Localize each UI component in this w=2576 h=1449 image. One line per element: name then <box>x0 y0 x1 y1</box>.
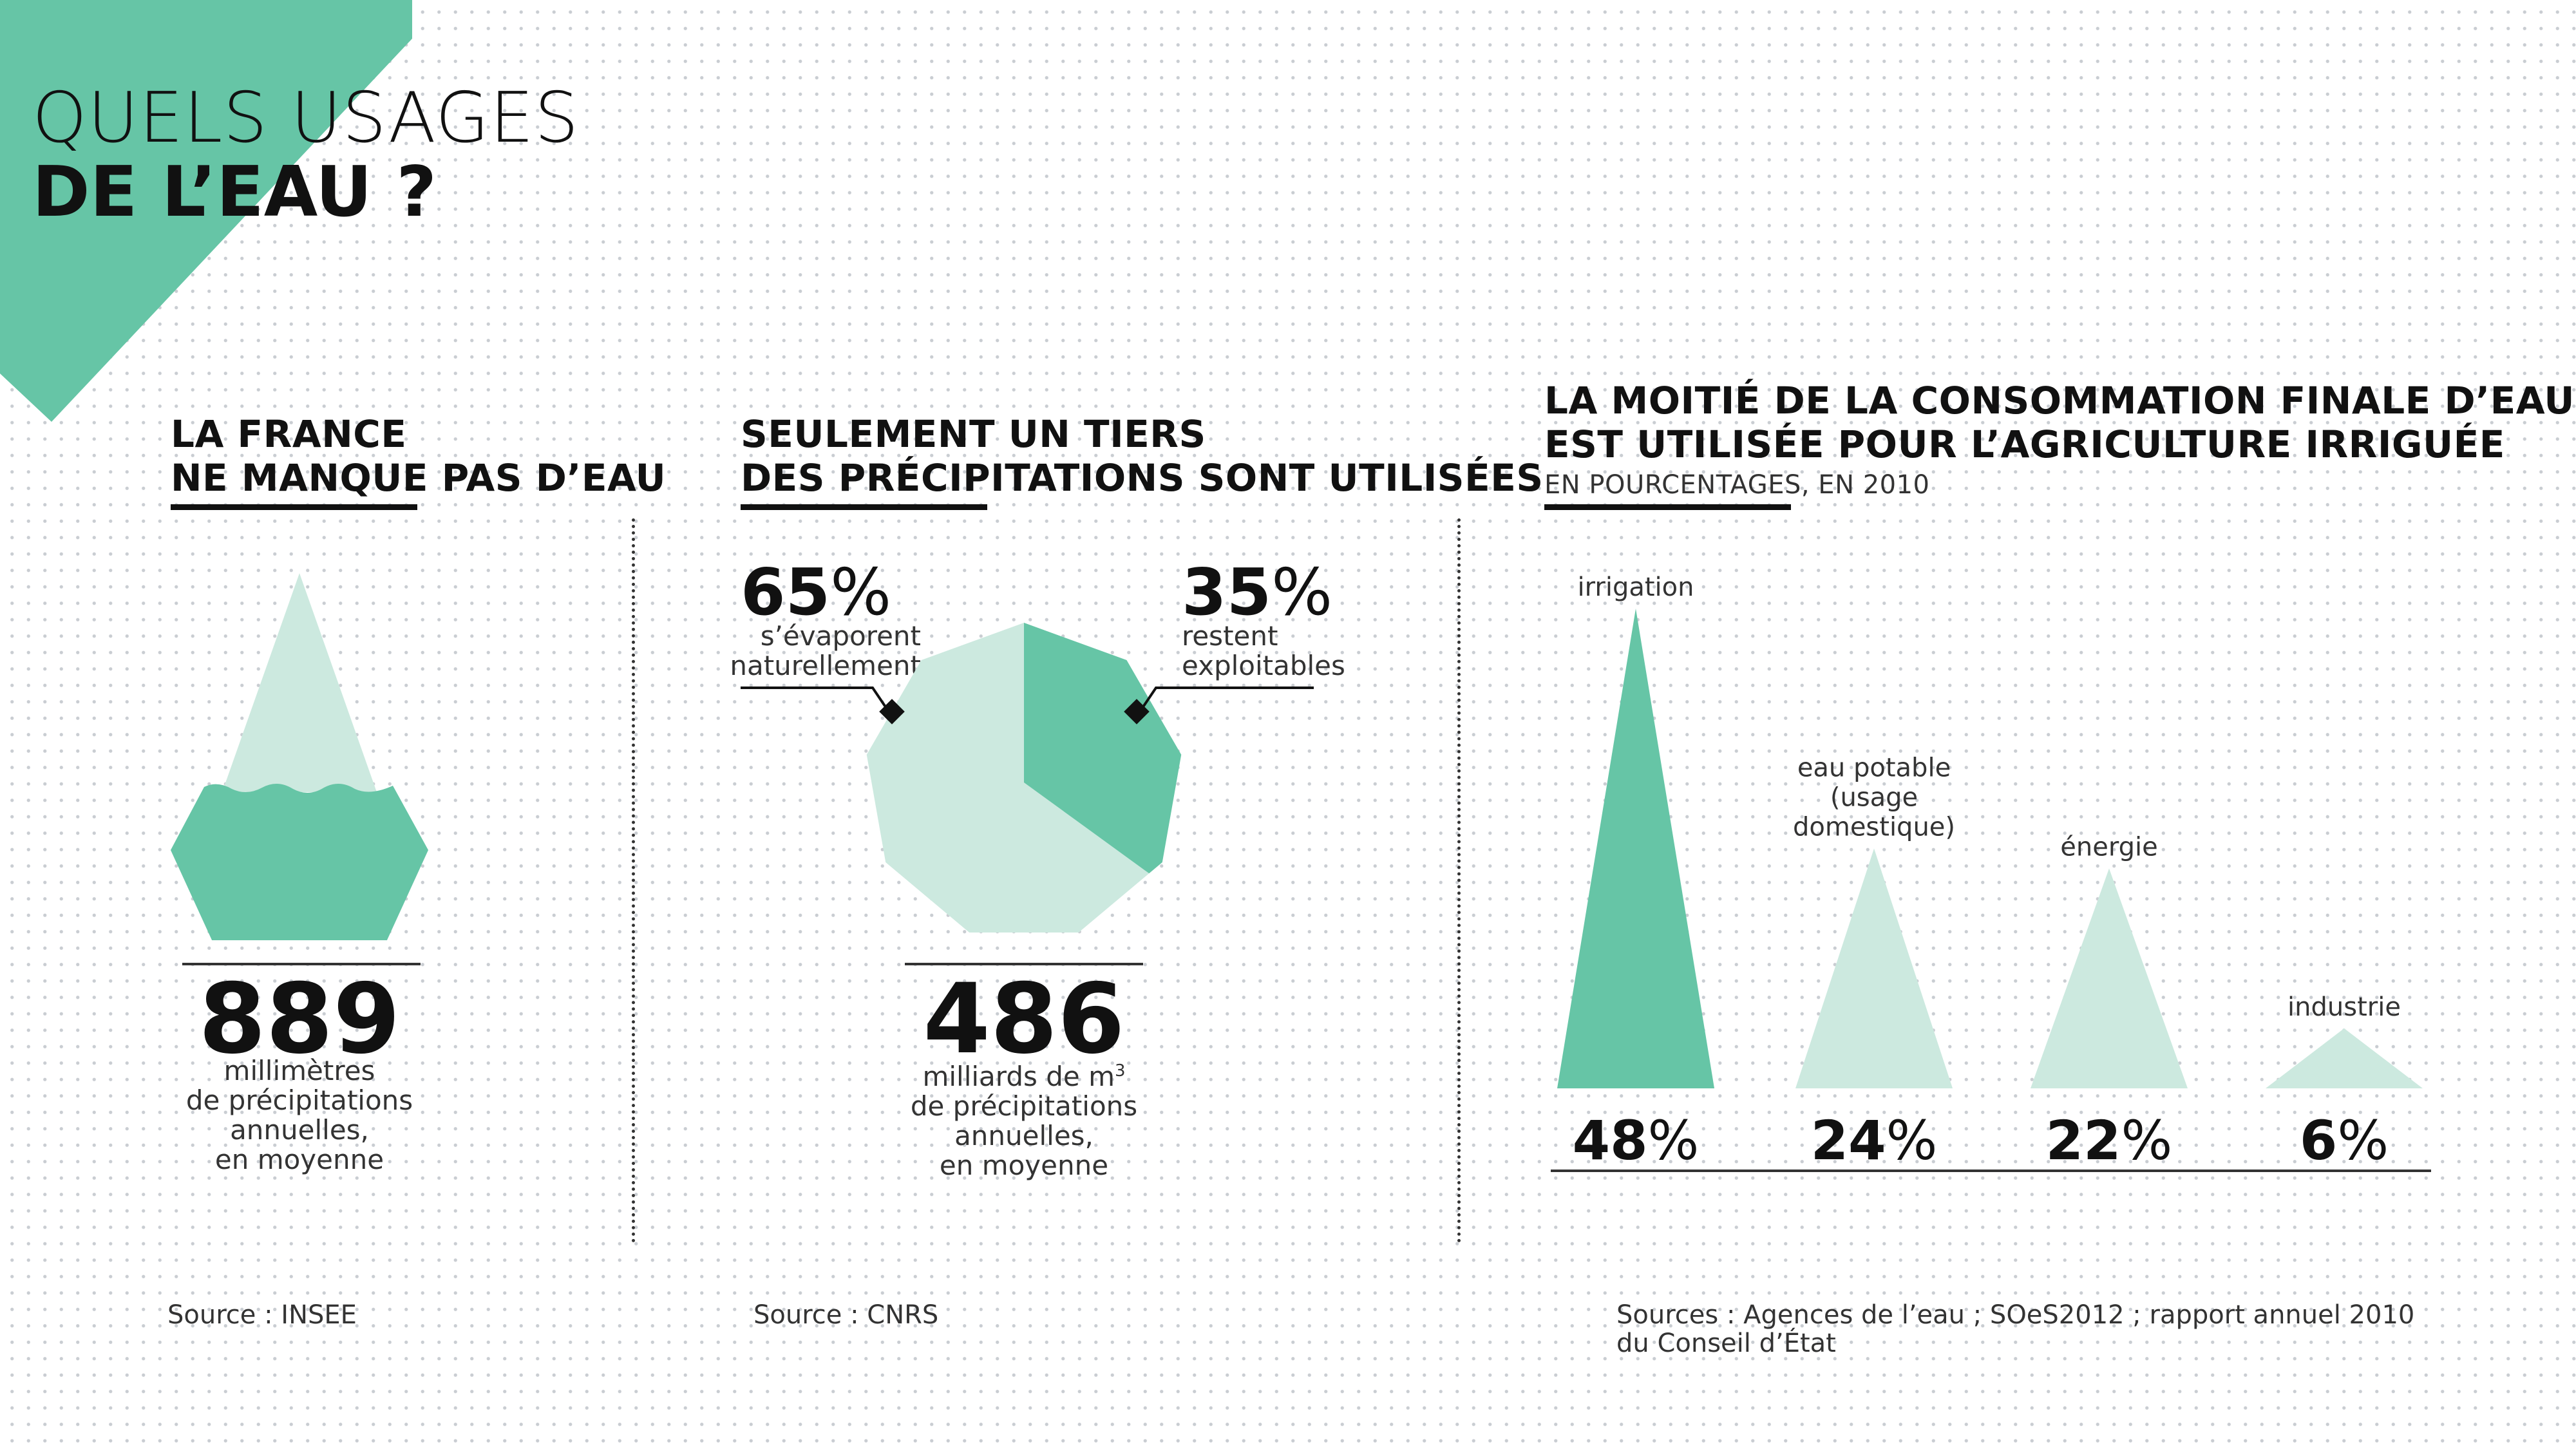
section1-value-rule <box>182 963 421 965</box>
bar-3 <box>2266 1028 2423 1088</box>
caption-unit-sup: 3 <box>1114 1061 1126 1081</box>
pie-slice-exploitable <box>1024 623 1182 874</box>
section2-caption: milliards de m3 de précipitations annuel… <box>863 1056 1185 1180</box>
drop-top-light <box>222 573 377 792</box>
precipitation-pie-chart <box>741 623 1314 933</box>
corner-triangle <box>0 0 412 422</box>
pie-left-caption: s’évaporent naturellement <box>663 621 921 681</box>
pie-right-value: 35 <box>1182 554 1272 630</box>
corner-shape <box>0 0 412 422</box>
section3-underline <box>1544 504 1791 510</box>
pie-left-value: 65 <box>741 554 831 630</box>
bar-value-label: 22% <box>2046 1109 2173 1172</box>
section1-title: LA FRANCE NE MANQUE PAS D’EAU <box>171 412 666 500</box>
source-line: Sources : Agences de l’eau ; SOeS2012 ; … <box>1616 1300 2415 1330</box>
section2-value: 486 <box>923 963 1125 1075</box>
section2-underline <box>741 504 987 510</box>
precipitation-drop-graphic <box>171 573 428 940</box>
pie-right-leader <box>1139 687 1314 713</box>
section1-value: 889 <box>198 963 401 1075</box>
pie-right-percent: 35% <box>1182 560 1332 625</box>
drop-bottom-dark <box>171 784 428 940</box>
bar-category-label: (usage <box>1830 783 1918 813</box>
pie-left-percent: 65% <box>741 560 891 625</box>
section2-title: SEULEMENT UN TIERS DES PRÉCIPITATIONS SO… <box>741 412 1544 500</box>
bar-0 <box>1557 609 1714 1088</box>
section2-title-line1: SEULEMENT UN TIERS <box>741 412 1206 456</box>
source-line: du Conseil d’État <box>1616 1329 1836 1358</box>
divider-1 <box>632 518 635 1243</box>
section3-title-line2: EST UTILISÉE POUR L’AGRICULTURE IRRIGUÉE <box>1544 422 2505 466</box>
water-usage-triangle-chart: irrigation 48% eau potable(usagedomestique… <box>1551 573 2431 1172</box>
caption-line: milliards de m3 <box>863 1056 1185 1092</box>
caption-unit: milliards de m <box>922 1061 1115 1092</box>
caption-line: millimètres <box>223 1055 375 1086</box>
section1-title-line2: NE MANQUE PAS D’EAU <box>171 456 667 500</box>
caption-line: de précipitations <box>185 1084 413 1116</box>
section1-title-line1: LA FRANCE <box>171 412 407 456</box>
section1-underline <box>171 504 417 510</box>
caption-line: annuelles, <box>230 1114 369 1146</box>
caption-line: exploitables <box>1182 650 1345 681</box>
bar-value-label: 48% <box>1573 1109 1700 1172</box>
percent-symbol: % <box>830 554 892 630</box>
caption-line: s’évaporent <box>760 620 921 652</box>
section2-source: Source : CNRS <box>753 1300 939 1330</box>
section3-title-line1: LA MOITIÉ DE LA CONSOMMATION FINALE D’EA… <box>1544 379 2575 422</box>
section2-value-rule <box>905 963 1143 965</box>
bar-1 <box>1795 848 1953 1088</box>
caption-line: en moyenne <box>939 1150 1109 1181</box>
caption-line: restent <box>1182 620 1278 652</box>
section1-source: Source : INSEE <box>167 1300 357 1330</box>
bar-value-label: 6% <box>2300 1109 2389 1172</box>
caption-line: en moyenne <box>214 1144 384 1175</box>
page-title-line2: DE L’EAU ? <box>32 152 437 232</box>
section3-source: Sources : Agences de l’eau ; SOeS2012 ; … <box>1616 1301 2414 1358</box>
section1-caption: millimètres de précipitations annuelles,… <box>138 1056 460 1175</box>
caption-line: naturellement <box>730 650 921 681</box>
percent-symbol: % <box>1271 554 1333 630</box>
bar-category-label: eau potable <box>1797 753 1951 783</box>
page-title-line1: QUELS USAGES <box>32 78 580 158</box>
caption-line: annuelles, <box>954 1120 1094 1151</box>
pie-right-caption: restent exploitables <box>1182 621 1439 681</box>
section2-title-line2: DES PRÉCIPITATIONS SONT UTILISÉES <box>741 456 1544 500</box>
bar-value-label: 24% <box>1811 1109 1938 1172</box>
pie-left-leader <box>741 687 890 713</box>
bar-category-label: industrie <box>2287 992 2401 1022</box>
bar-category-label: irrigation <box>1578 573 1694 602</box>
section3-title: LA MOITIÉ DE LA CONSOMMATION FINALE D’EA… <box>1544 379 2575 466</box>
caption-line: de précipitations <box>910 1090 1138 1122</box>
divider-2 <box>1457 518 1461 1243</box>
bar-2 <box>2031 868 2188 1088</box>
bar-category-label: domestique) <box>1793 813 1955 842</box>
section3-subtitle: EN POURCENTAGES, EN 2010 <box>1544 470 1930 500</box>
bar-category-label: énergie <box>2060 833 2157 862</box>
